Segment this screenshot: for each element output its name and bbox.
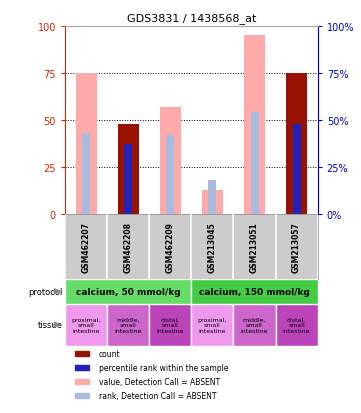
Text: distal,
small
intestine: distal, small intestine [157, 317, 184, 333]
Bar [75, 351, 89, 356]
Text: middle,
small
intestine: middle, small intestine [114, 317, 142, 333]
Bar [82, 134, 90, 215]
Text: protocol: protocol [28, 287, 62, 296]
Bar [202, 190, 223, 215]
Bar [124, 145, 132, 215]
Text: GSM213057: GSM213057 [292, 221, 301, 272]
Bar [286, 74, 307, 215]
FancyBboxPatch shape [234, 304, 275, 346]
Bar [166, 136, 174, 215]
Bar [75, 379, 89, 385]
Text: GSM462207: GSM462207 [82, 221, 91, 272]
Bar [251, 113, 258, 215]
FancyBboxPatch shape [191, 279, 318, 304]
FancyBboxPatch shape [107, 304, 149, 346]
Text: proximal,
small
intestine: proximal, small intestine [71, 317, 101, 333]
Text: middle,
small
intestine: middle, small intestine [241, 317, 268, 333]
Text: GSM462209: GSM462209 [166, 221, 175, 272]
Text: GSM213051: GSM213051 [250, 222, 259, 272]
Title: GDS3831 / 1438568_at: GDS3831 / 1438568_at [127, 13, 256, 24]
Text: GSM462208: GSM462208 [124, 221, 132, 272]
Text: rank, Detection Call = ABSENT: rank, Detection Call = ABSENT [99, 391, 217, 400]
Bar [293, 124, 301, 215]
Bar [118, 124, 139, 215]
Text: proximal,
small
intestine: proximal, small intestine [198, 317, 227, 333]
Bar [160, 108, 181, 215]
Bar [286, 74, 307, 215]
FancyBboxPatch shape [65, 279, 191, 304]
Text: calcium, 150 mmol/kg: calcium, 150 mmol/kg [199, 287, 310, 296]
FancyBboxPatch shape [191, 304, 234, 346]
Text: GSM213045: GSM213045 [208, 222, 217, 272]
Bar [208, 181, 216, 215]
FancyBboxPatch shape [275, 304, 318, 346]
FancyBboxPatch shape [65, 304, 107, 346]
Bar [244, 36, 265, 215]
Text: tissue: tissue [38, 320, 62, 330]
Bar [75, 393, 89, 399]
Text: count: count [99, 349, 121, 358]
Bar [75, 74, 96, 215]
Bar [75, 365, 89, 370]
Text: calcium, 50 mmol/kg: calcium, 50 mmol/kg [76, 287, 180, 296]
FancyBboxPatch shape [149, 304, 191, 346]
Bar [118, 124, 139, 215]
Text: value, Detection Call = ABSENT: value, Detection Call = ABSENT [99, 377, 220, 386]
Text: percentile rank within the sample: percentile rank within the sample [99, 363, 229, 372]
Text: distal,
small
intestine: distal, small intestine [283, 317, 310, 333]
